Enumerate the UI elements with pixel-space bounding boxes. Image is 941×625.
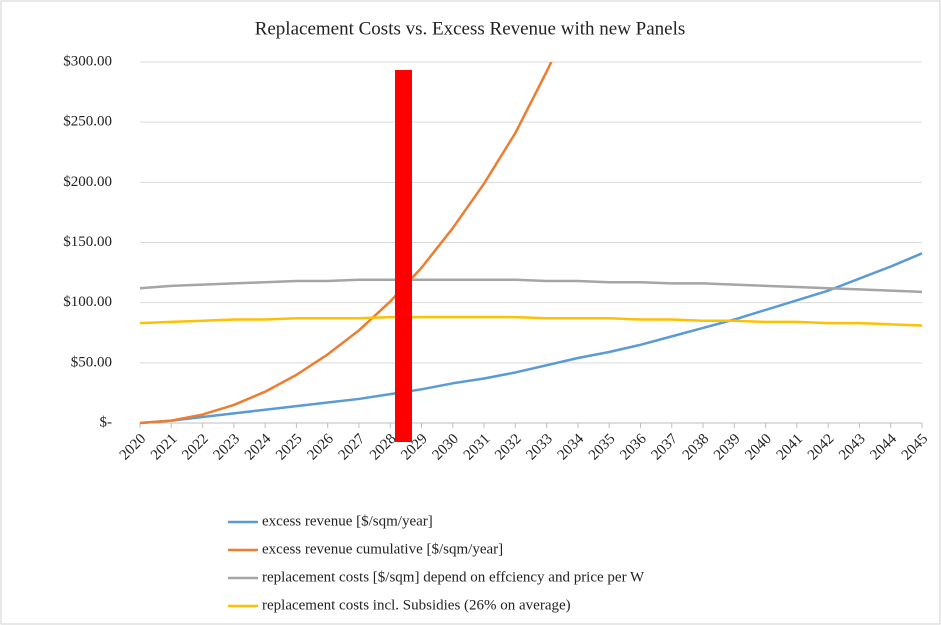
y-tick-label: $250.00	[63, 114, 112, 130]
y-tick-label: $100.00	[63, 294, 112, 310]
series-line	[139, 62, 553, 425]
grid	[139, 61, 923, 428]
legend: excess revenue [$/sqm/year] excess revenu…	[228, 513, 645, 613]
legend-label: excess revenue cumulative [$/sqm/year]	[262, 541, 503, 557]
highlight-bar	[395, 70, 412, 442]
y-tick-label: $200.00	[63, 174, 112, 190]
legend-label: replacement costs incl. Subsidies (26% o…	[262, 597, 571, 613]
y-tick-label: $150.00	[63, 234, 112, 250]
series-line	[139, 315, 923, 327]
chart-title: Replacement Costs vs. Excess Revenue wit…	[255, 18, 686, 39]
y-tick-label: $-	[100, 414, 113, 430]
legend-label: excess revenue [$/sqm/year]	[262, 513, 433, 529]
y-tick-label: $300.00	[63, 53, 112, 69]
series-lines	[139, 62, 923, 425]
y-tick-label: $50.00	[71, 354, 112, 370]
series-line	[139, 278, 923, 294]
legend-label: replacement costs [$/sqm] depend on effc…	[262, 569, 645, 585]
series-line	[139, 252, 923, 425]
